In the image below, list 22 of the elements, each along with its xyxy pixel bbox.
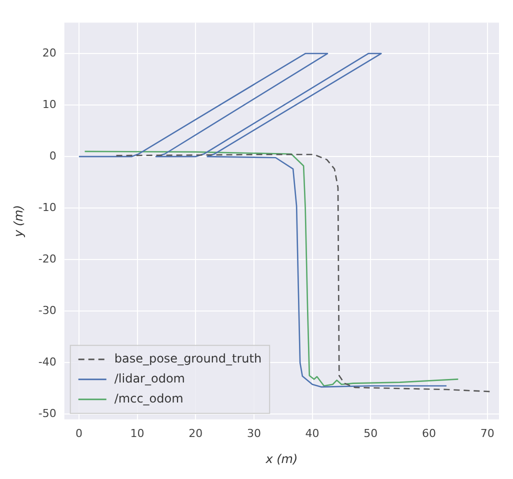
x-tick-label: 60 bbox=[422, 426, 436, 440]
y-tick-label: -20 bbox=[38, 252, 56, 266]
y-tick-label: 0 bbox=[49, 149, 56, 162]
y-tick-label: 10 bbox=[42, 98, 56, 111]
x-tick-label: 20 bbox=[188, 426, 203, 440]
y-tick-label: -30 bbox=[38, 304, 56, 318]
x-axis-title: x (m) bbox=[264, 452, 298, 466]
x-tick-label: 40 bbox=[305, 426, 320, 440]
y-tick-label: -40 bbox=[38, 356, 56, 369]
y-tick-label: -10 bbox=[38, 200, 56, 214]
x-tick-label: 10 bbox=[130, 426, 144, 440]
x-tick-label: 50 bbox=[364, 426, 378, 440]
y-axis-title: y (m) bbox=[11, 205, 26, 238]
legend-label: /mcc_odom bbox=[114, 392, 184, 406]
legend-label: base_pose_ground_truth bbox=[114, 352, 262, 366]
y-tick-label: 20 bbox=[42, 46, 56, 60]
legend-label: /lidar_odom bbox=[114, 372, 185, 386]
x-tick-label: 0 bbox=[75, 426, 82, 440]
x-tick-label: 30 bbox=[246, 426, 261, 440]
x-tick-label: 70 bbox=[480, 426, 494, 440]
line-series bbox=[116, 154, 491, 392]
y-tick-label: -50 bbox=[38, 407, 56, 420]
